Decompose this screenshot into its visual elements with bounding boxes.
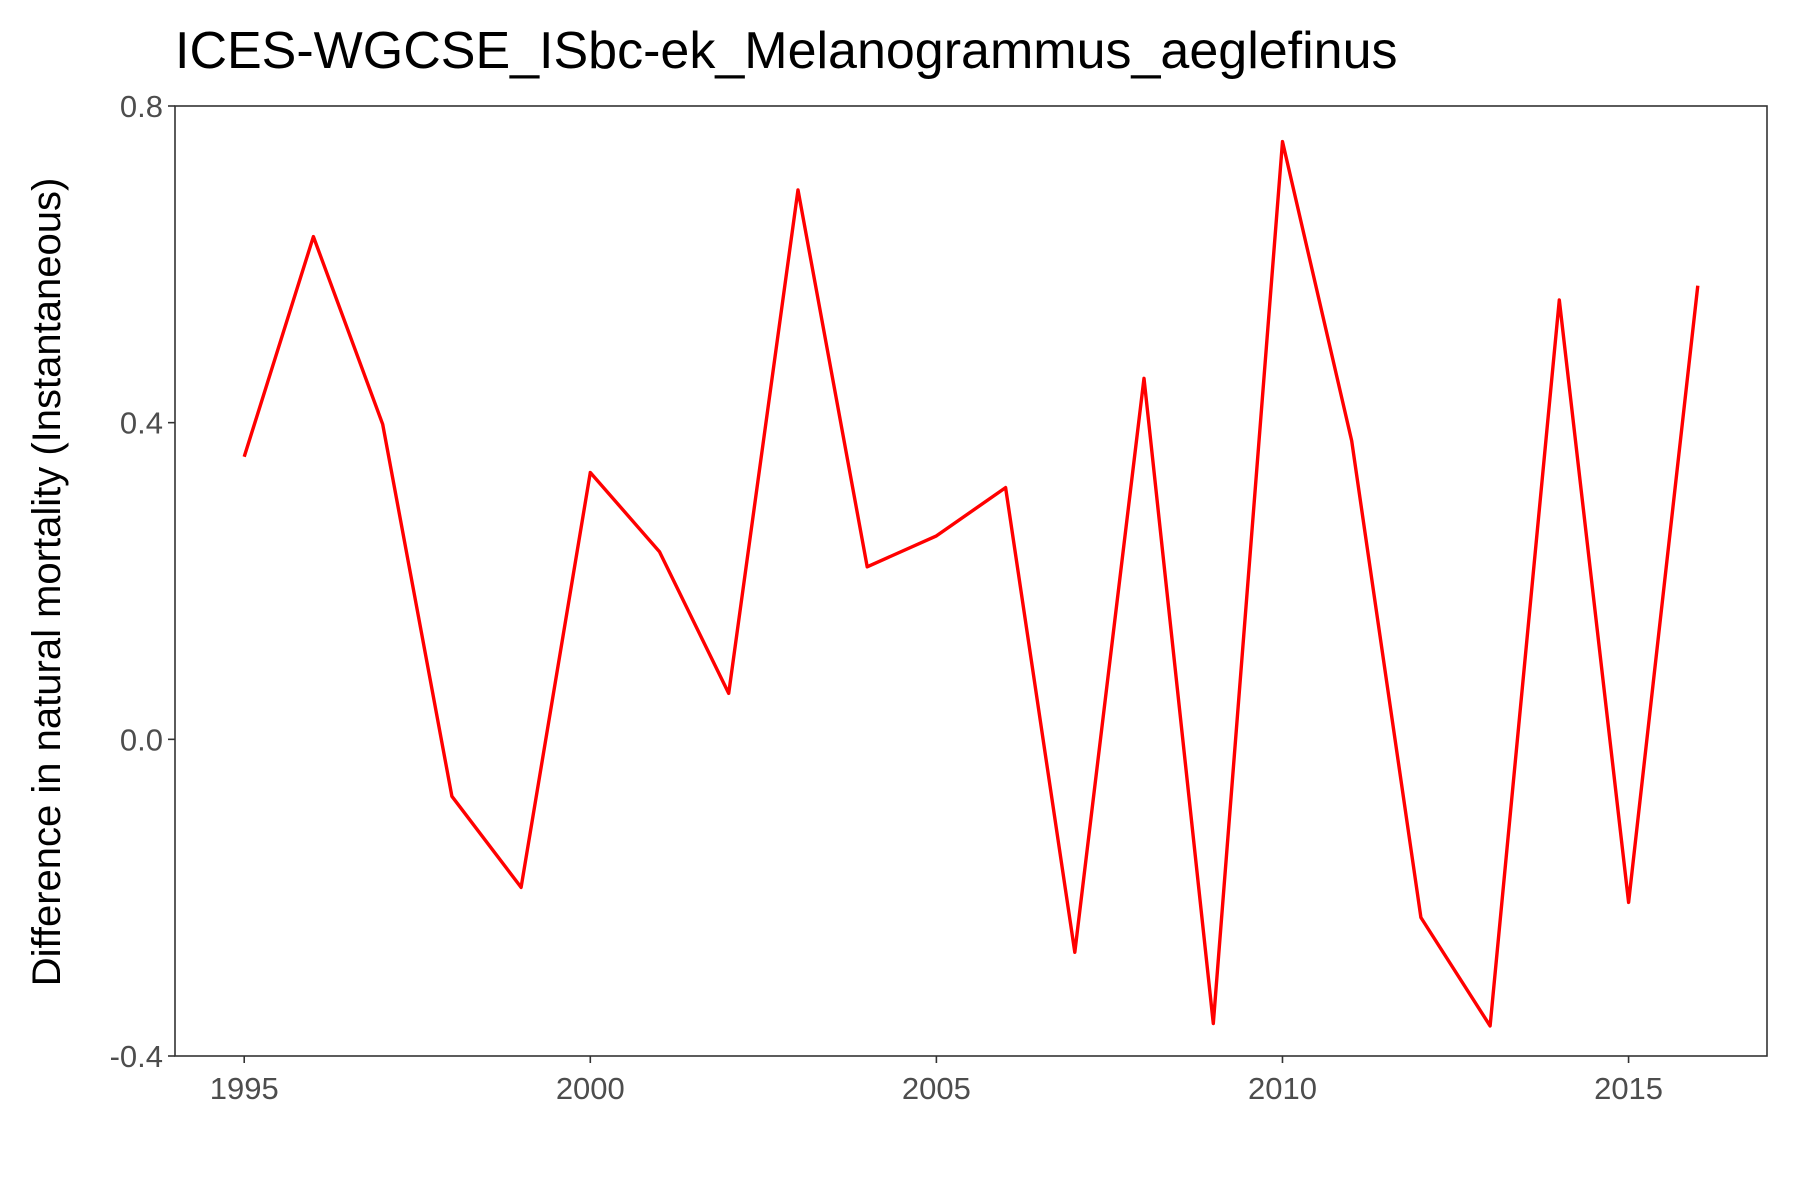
x-tick-label: 2010 [1248, 1071, 1317, 1106]
x-tick-label: 2015 [1594, 1071, 1663, 1106]
plot-panel [174, 105, 1768, 1057]
y-axis: -0.4 0.0 0.4 0.8 [110, 89, 175, 1074]
x-tick-label: 1995 [210, 1071, 279, 1106]
y-tick-label: 0.0 [120, 722, 163, 757]
series-layer [242, 139, 1700, 1028]
x-tick-label: 2000 [556, 1071, 625, 1106]
series-line-0 [242, 139, 1700, 1028]
y-tick-label: 0.4 [120, 406, 163, 441]
chart-title: ICES-WGCSE_ISbc-ek_Melanogrammus_aeglefi… [175, 22, 1398, 80]
y-tick-label: -0.4 [110, 1039, 163, 1074]
x-axis: 1995 2000 2005 2010 2015 [210, 1056, 1663, 1106]
y-tick-label: 0.8 [120, 89, 163, 124]
x-tick-label: 2005 [902, 1071, 971, 1106]
y-axis-label: Difference in natural mortality (Instant… [25, 178, 69, 987]
